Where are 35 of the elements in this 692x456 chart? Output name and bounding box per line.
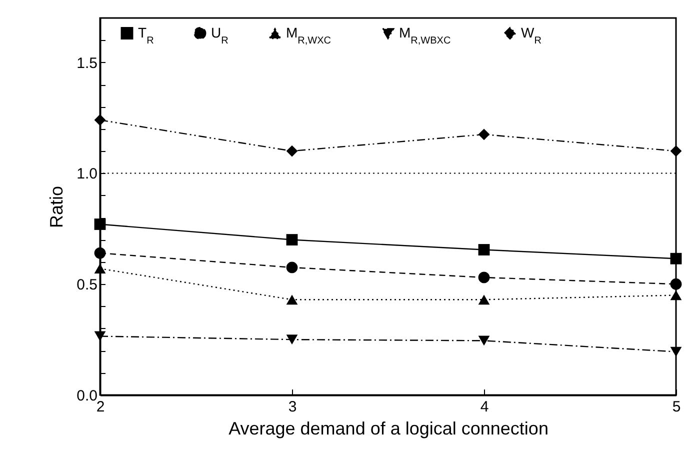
point	[670, 290, 682, 300]
point	[94, 331, 106, 342]
point	[94, 264, 106, 274]
x-tick-label: 3	[288, 398, 297, 416]
point	[94, 218, 106, 230]
legend-label: W$_{R}$	[521, 24, 542, 46]
point	[670, 346, 682, 357]
point	[478, 272, 490, 284]
y-tick-label: 0.0	[76, 388, 98, 404]
point	[478, 294, 490, 305]
legend-label: M$_{R,WBXC}$	[399, 24, 451, 46]
y-axis-title: Ratio	[46, 186, 67, 228]
x-tick-label: 5	[672, 398, 681, 416]
legend-label: U$_{R}$	[211, 24, 228, 46]
point	[478, 128, 490, 140]
point	[286, 262, 298, 274]
x-tick-label: 2	[96, 398, 105, 416]
x-axis-title: Average demand of a logical connection	[228, 418, 548, 438]
point	[286, 334, 298, 344]
legend-label: M$_{R,WXC}$	[286, 24, 332, 46]
point	[670, 278, 682, 290]
point	[94, 247, 106, 259]
legend-label: T$_{R}$	[138, 24, 154, 46]
y-tick-label: 0.5	[76, 276, 98, 294]
point	[670, 145, 682, 157]
point	[94, 114, 106, 126]
point	[478, 336, 490, 346]
point	[670, 252, 682, 264]
point	[286, 234, 298, 246]
x-tick-label: 4	[480, 398, 489, 416]
y-tick-label: 1.5	[76, 54, 98, 72]
point	[478, 244, 490, 256]
y-tick-label: 1.0	[76, 166, 98, 183]
point	[286, 145, 298, 157]
point	[286, 294, 298, 305]
